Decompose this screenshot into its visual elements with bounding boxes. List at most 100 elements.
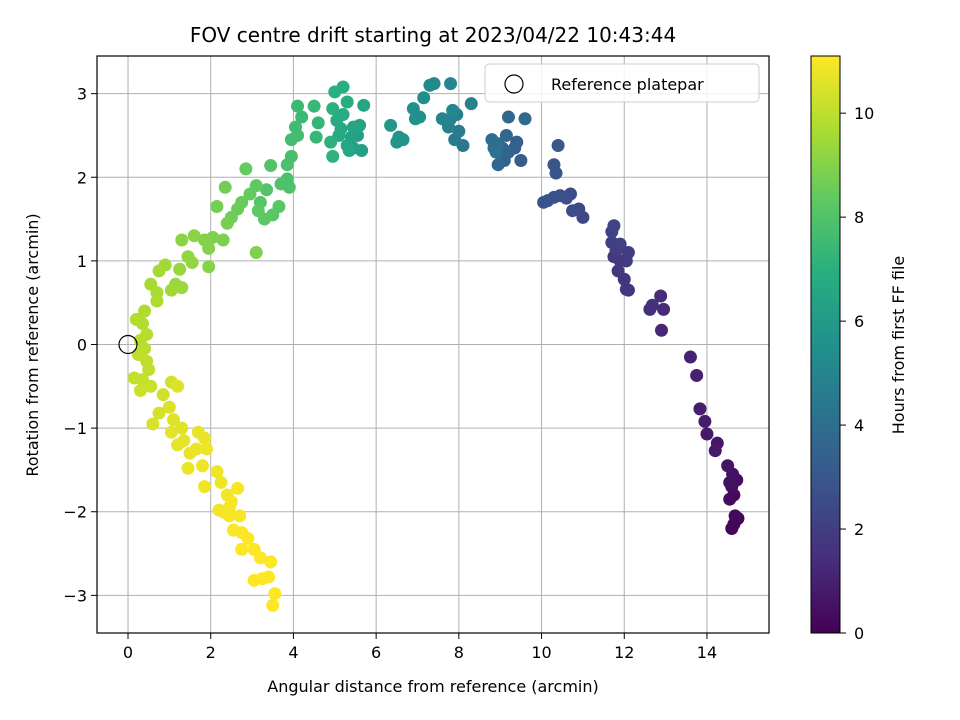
colorbar-tick-label: 10 — [854, 104, 874, 123]
data-point — [274, 177, 288, 191]
data-point — [340, 138, 354, 152]
data-point — [328, 85, 342, 99]
data-point — [173, 262, 187, 276]
data-point — [171, 438, 185, 452]
data-point — [253, 551, 267, 565]
y-tick-label: 1 — [77, 252, 87, 271]
colorbar-label: Hours from first FF file — [889, 256, 908, 435]
y-tick-label: −2 — [63, 503, 87, 522]
data-point — [198, 233, 212, 247]
colorbar-tick-label: 8 — [854, 208, 864, 227]
data-point — [156, 388, 170, 402]
data-point — [185, 256, 199, 270]
data-point — [247, 573, 261, 587]
data-point — [491, 158, 505, 172]
data-point — [510, 135, 524, 149]
data-point — [239, 162, 253, 176]
data-point — [619, 282, 633, 296]
data-point — [725, 521, 739, 535]
data-point — [249, 246, 263, 260]
data-point — [607, 219, 621, 233]
chart-title: FOV centre drift starting at 2023/04/22 … — [190, 23, 676, 47]
data-point — [210, 465, 224, 479]
data-point — [152, 264, 166, 278]
data-point — [340, 95, 354, 109]
data-point — [698, 414, 712, 428]
colorbar: 0 2 4 6 8 10 Hours from first FF file — [810, 55, 908, 643]
y-tick-label: −1 — [63, 419, 87, 438]
grid-lines — [97, 56, 769, 633]
data-point — [295, 110, 309, 124]
data-point — [645, 298, 659, 312]
data-point — [326, 149, 340, 163]
data-point — [423, 78, 437, 92]
data-point — [268, 587, 282, 601]
data-point — [621, 246, 635, 260]
data-point — [280, 158, 294, 172]
reference-marker-group — [118, 334, 138, 355]
x-axis-label: Angular distance from reference (arcmin) — [267, 677, 598, 696]
data-point — [146, 417, 160, 431]
data-point — [654, 323, 668, 337]
data-point — [241, 532, 255, 546]
data-point — [326, 102, 340, 116]
data-point — [357, 98, 371, 112]
data-point — [167, 413, 181, 427]
data-point — [133, 383, 147, 397]
scatter-points — [127, 77, 745, 612]
data-point — [202, 260, 216, 274]
data-point — [210, 200, 224, 214]
data-point — [446, 103, 460, 117]
colorbar-gradient — [810, 55, 841, 634]
data-point — [198, 431, 212, 445]
data-point — [384, 118, 398, 132]
data-point — [700, 427, 714, 441]
x-axis-ticks: 0 2 4 6 8 10 12 14 — [123, 633, 717, 662]
plot-frame — [96, 55, 770, 634]
data-point — [175, 421, 189, 435]
data-point — [181, 461, 195, 475]
data-point — [260, 183, 274, 197]
x-tick-label: 8 — [454, 643, 464, 662]
legend-box — [484, 63, 760, 103]
data-point — [216, 233, 230, 247]
data-point — [309, 130, 323, 144]
x-tick-label: 12 — [614, 643, 634, 662]
y-axis-label: Rotation from reference (arcmin) — [23, 213, 42, 476]
legend: Reference platepar — [484, 63, 760, 103]
data-point — [171, 379, 185, 393]
colorbar-tick-label: 4 — [854, 416, 864, 435]
data-point — [243, 187, 257, 201]
data-point — [264, 159, 278, 173]
data-point — [235, 542, 249, 556]
data-point — [683, 350, 697, 364]
data-point — [220, 216, 234, 230]
data-point — [611, 264, 625, 278]
data-point — [138, 304, 152, 318]
data-point — [150, 294, 164, 308]
data-point — [708, 444, 722, 458]
data-point — [489, 145, 503, 159]
data-point — [690, 368, 704, 382]
data-point — [144, 379, 158, 393]
legend-reference-marker — [504, 74, 524, 94]
data-point — [233, 509, 247, 523]
data-point — [518, 112, 532, 126]
x-tick-label: 0 — [123, 643, 133, 662]
data-point — [452, 124, 466, 138]
x-tick-label: 2 — [206, 643, 216, 662]
data-point — [291, 99, 305, 113]
data-point — [200, 442, 214, 456]
colorbar-tick-label: 0 — [854, 624, 864, 643]
data-point — [693, 402, 707, 416]
data-point — [175, 233, 189, 247]
data-point — [406, 102, 420, 116]
data-point — [264, 555, 278, 569]
data-point — [417, 91, 431, 105]
data-point — [311, 116, 325, 130]
x-tick-label: 6 — [371, 643, 381, 662]
data-point — [537, 195, 551, 209]
data-point — [499, 128, 513, 142]
data-point — [195, 459, 209, 473]
data-point — [435, 112, 449, 126]
